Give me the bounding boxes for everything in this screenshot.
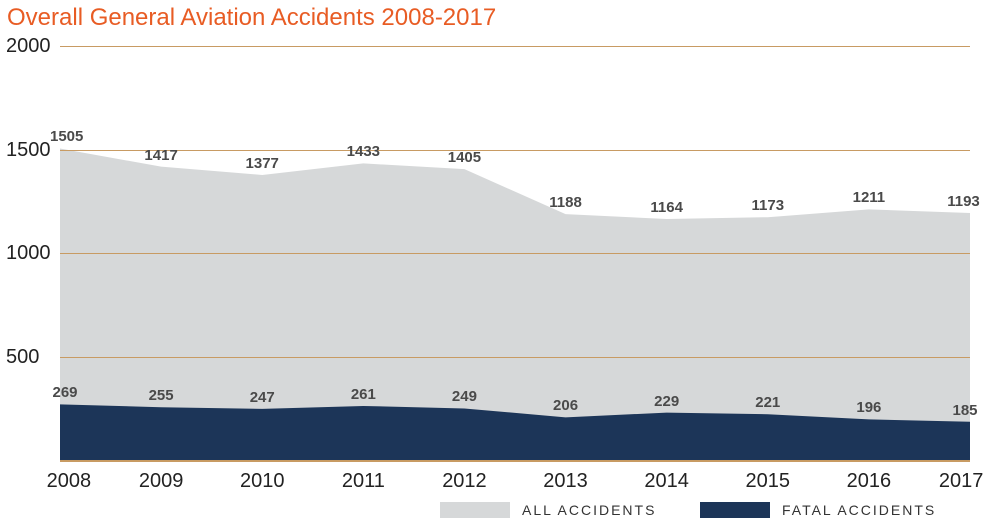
x-tick-label: 2008 <box>47 470 92 493</box>
x-tick-label: 2009 <box>139 470 184 493</box>
data-label: 249 <box>452 388 477 405</box>
chart-container: { "chart": { "type": "area", "title": "O… <box>0 0 1000 526</box>
data-label: 1377 <box>246 155 279 172</box>
x-tick-label: 2015 <box>746 470 791 493</box>
data-label: 1505 <box>50 128 83 145</box>
data-label: 269 <box>52 384 77 401</box>
legend-label: ALL ACCIDENTS <box>522 502 656 518</box>
data-label: 185 <box>952 402 977 419</box>
data-label: 255 <box>149 387 174 404</box>
data-label: 196 <box>856 399 881 416</box>
data-label: 1417 <box>144 147 177 164</box>
data-label: 247 <box>250 389 275 406</box>
data-label: 229 <box>654 393 679 410</box>
grid-line <box>60 357 970 358</box>
x-tick-label: 2017 <box>939 470 984 493</box>
data-label: 1211 <box>853 189 886 206</box>
data-label: 1164 <box>650 199 683 216</box>
chart-plot <box>0 0 970 464</box>
grid-line <box>60 253 970 254</box>
y-tick-label: 2000 <box>6 35 51 58</box>
data-label: 221 <box>755 394 780 411</box>
x-tick-label: 2011 <box>342 470 385 493</box>
data-label: 261 <box>351 386 376 403</box>
grid-line <box>60 46 970 47</box>
grid-line <box>60 150 970 151</box>
data-label: 206 <box>553 397 578 414</box>
x-tick-label: 2010 <box>240 470 285 493</box>
x-tick-label: 2012 <box>442 470 487 493</box>
legend-item: FATAL ACCIDENTS <box>700 502 936 518</box>
data-label: 1173 <box>751 197 784 214</box>
baseline <box>60 460 970 462</box>
legend-label: FATAL ACCIDENTS <box>782 502 936 518</box>
data-label: 1188 <box>549 194 582 211</box>
x-tick-label: 2016 <box>847 470 892 493</box>
y-tick-label: 1000 <box>6 242 51 265</box>
y-tick-label: 1500 <box>6 139 51 162</box>
x-tick-label: 2013 <box>543 470 588 493</box>
legend-swatch <box>440 502 510 518</box>
data-label: 1433 <box>347 143 380 160</box>
legend-item: ALL ACCIDENTS <box>440 502 656 518</box>
legend-swatch <box>700 502 770 518</box>
data-label: 1193 <box>947 193 980 210</box>
data-label: 1405 <box>448 149 481 166</box>
x-tick-label: 2014 <box>644 470 689 493</box>
y-tick-label: 500 <box>6 346 39 369</box>
